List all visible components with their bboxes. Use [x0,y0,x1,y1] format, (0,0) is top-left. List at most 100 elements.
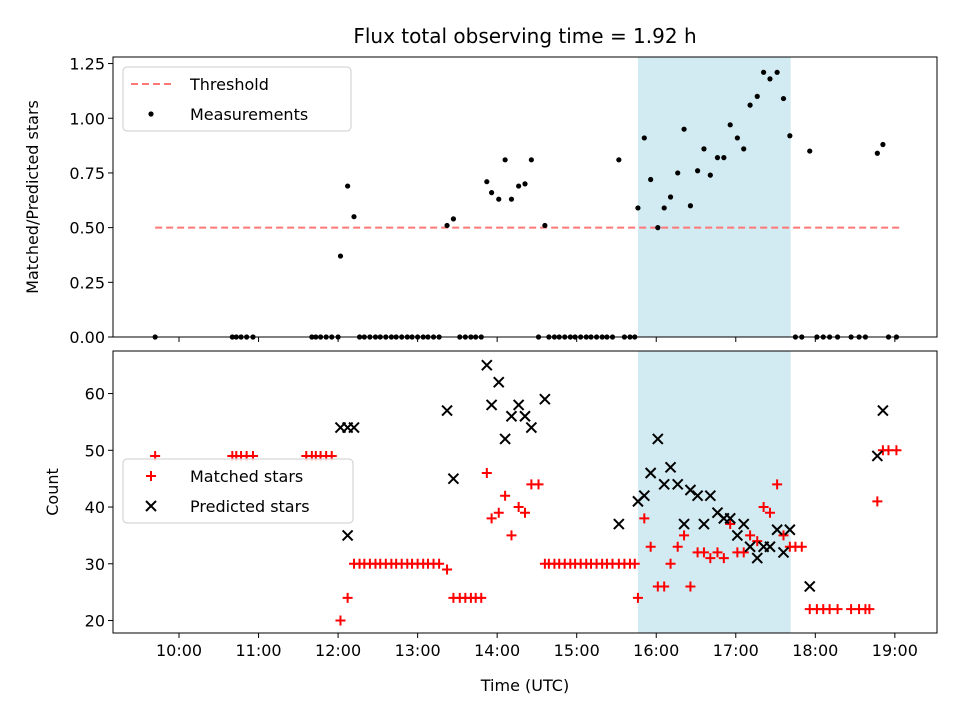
data-point [661,205,667,211]
data-point [871,450,884,462]
data-point [502,157,508,163]
legend-box [122,66,352,132]
data-point [493,507,504,518]
data-point [738,547,749,558]
data-point [639,513,650,524]
data-point [441,404,453,417]
data-point [679,530,690,541]
data-point [512,399,525,411]
data-point [345,183,351,189]
data-point [727,122,733,128]
data-point [516,183,522,189]
data-point [533,479,544,490]
data-point [505,410,518,422]
data-point [712,547,723,558]
y-tick-label: 0.00 [69,328,105,347]
legend: Matched stars Predicted stars [122,458,354,524]
data-point [655,225,661,231]
data-point [804,580,816,593]
data-point [832,604,843,615]
data-point [698,518,710,530]
data-point [724,512,736,525]
data-point [738,518,750,530]
data-point [508,196,515,202]
y-tick-label: 40 [85,498,105,517]
data-point [744,541,756,553]
x-tick-label: 14:00 [474,641,520,660]
data-point [880,141,886,148]
data-point [698,547,709,558]
y-tick-label: 20 [85,612,105,631]
data-point [725,519,736,530]
data-point [734,135,740,141]
data-point [714,155,721,161]
data-point [434,558,445,569]
data-point [665,558,676,569]
data-point [767,76,773,82]
data-point [745,530,756,541]
data-point [754,93,760,99]
x-tick-label: 15:00 [554,641,600,660]
data-point [644,467,657,479]
y-tick-label: 0.75 [69,164,105,183]
data-point [444,222,450,229]
data-point [351,214,357,220]
data-point [500,490,511,501]
data-point [528,157,534,163]
legend-box [122,458,354,524]
y-axis-label: Count [43,468,62,516]
legend: Threshold Measurements [122,66,352,132]
data-point [778,530,789,541]
data-point [481,359,493,371]
x-tick-label: 17:00 [713,641,759,660]
data-point [672,478,684,491]
data-point [486,513,497,524]
axes-frame [112,350,938,634]
data-point [751,552,763,564]
data-point [701,146,707,152]
data-point [874,150,880,156]
y-tick-label: 0.25 [69,273,105,292]
data-point [513,502,524,513]
data-point [807,148,813,154]
data-point [520,507,530,518]
data-point [864,604,875,615]
y-tick-label: 1.25 [69,55,105,74]
x-tick-label: 16:00 [633,641,679,660]
data-point [341,529,354,542]
data-point [442,564,453,575]
axes-frame [112,56,938,338]
data-point [691,489,704,502]
y-tick-label: 30 [85,555,105,574]
legend-dot-swatch [148,111,154,117]
data-point [488,190,495,196]
data-point [335,615,346,626]
data-point [525,421,538,434]
chart-title: Flux total observing time = 1.92 h [353,24,696,48]
data-point [522,181,528,187]
x-axis-label: Time (UTC) [480,676,569,695]
data-point [450,216,457,222]
data-point [485,399,498,411]
legend-label: Predicted stars [190,497,310,516]
data-point [771,524,783,536]
legend-plus-swatch [146,471,156,481]
panel-count: 20 30 40 50 60 10:00 11:00 12:00 13:00 14:00 15:00… [43,350,938,695]
data-point [758,502,769,513]
data-point [664,461,677,474]
data-point [481,467,492,478]
y-tick-label: 60 [85,385,105,404]
data-point [658,478,670,491]
data-point [681,126,687,132]
data-point [635,205,641,211]
data-point [872,496,883,507]
data-point [616,157,622,163]
data-point [718,553,729,564]
data-point [672,541,683,552]
data-point [764,541,776,553]
data-point [687,203,694,209]
data-point [641,135,647,141]
y-tick-label: 0.50 [69,219,105,238]
data-point [613,518,625,530]
